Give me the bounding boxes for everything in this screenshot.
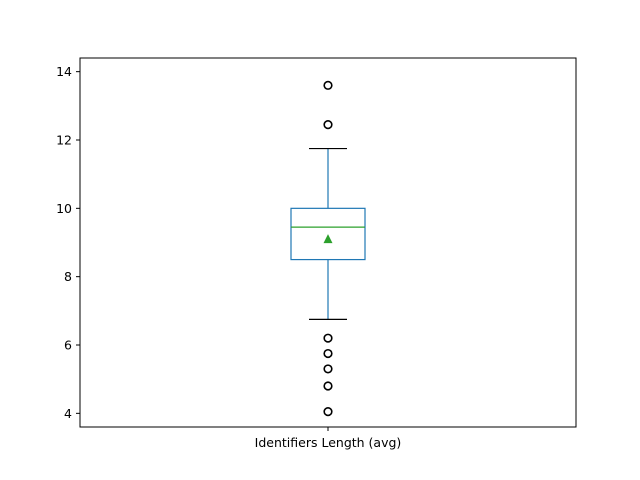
y-tick-label: 10 — [56, 201, 72, 216]
outlier-point — [323, 381, 333, 391]
y-tick-label: 6 — [64, 338, 72, 353]
y-tick-label: 12 — [56, 133, 72, 148]
x-tick-label: Identifiers Length (avg) — [255, 435, 402, 450]
iqr-box — [290, 207, 366, 261]
outlier-point — [323, 333, 333, 343]
y-tick-label: 4 — [64, 406, 72, 421]
mean-marker — [323, 234, 333, 244]
y-tick-label: 14 — [56, 64, 72, 79]
outlier-point — [323, 80, 333, 90]
axes: 4 6 8 10 12 14 Identifiers Length (avg) — [56, 64, 401, 450]
plot-frame — [79, 57, 577, 428]
outlier-point — [323, 120, 333, 130]
outlier-point — [323, 364, 333, 374]
outlier-point — [323, 348, 333, 359]
chart-marks — [290, 80, 366, 417]
y-tick-label: 8 — [64, 269, 72, 284]
outlier-point — [323, 407, 333, 417]
